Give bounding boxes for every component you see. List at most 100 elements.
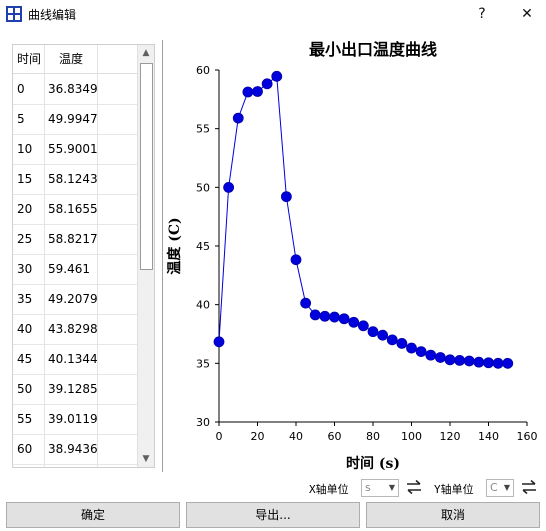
cell-temperature[interactable]: 39.0119 (48, 412, 98, 426)
table-row[interactable]: 30 59.461 (13, 254, 137, 285)
y-tick-label: 50 (196, 181, 210, 194)
y-tick-label: 35 (196, 357, 210, 370)
data-point (232, 112, 244, 124)
close-button[interactable]: ✕ (521, 6, 533, 22)
data-point (223, 181, 235, 193)
table-row[interactable]: 60 38.9436 (13, 434, 137, 465)
cell-time[interactable]: 35 (17, 292, 33, 306)
data-point (261, 78, 273, 90)
cell-temperature[interactable]: 36.8349 (48, 82, 98, 96)
x-tick-label: 20 (251, 430, 265, 443)
cell-time[interactable]: 30 (17, 262, 33, 276)
cell-temperature[interactable]: 49.9947 (48, 112, 98, 126)
table-row[interactable]: 25 58.8217 (13, 224, 137, 255)
table-row[interactable]: 35 49.2079 (13, 284, 137, 315)
x-tick-label: 0 (216, 430, 223, 443)
cell-time[interactable]: 25 (17, 232, 33, 246)
export-button[interactable]: 导出... (186, 502, 360, 528)
splitter-handle[interactable] (162, 40, 163, 472)
table-row[interactable]: 15 58.1243 (13, 164, 137, 195)
data-table[interactable]: 时间 温度 0 36.8349 5 49.9947 10 55.9001 15 58.1243… (12, 44, 155, 468)
chevron-down-icon: ▼ (503, 483, 510, 492)
data-point (473, 356, 485, 368)
table-scrollbar[interactable]: ▲ ▼ (137, 45, 154, 467)
data-point (483, 357, 494, 369)
cell-time[interactable]: 45 (17, 352, 33, 366)
cell-temperature[interactable]: 40.1344 (48, 352, 98, 366)
swap-arrows-icon[interactable] (520, 479, 538, 495)
cell-temperature[interactable]: 38.9436 (48, 442, 98, 456)
header-temperature[interactable]: 温度 (59, 52, 84, 66)
y-unit-value: C (490, 481, 498, 494)
y-tick-label: 60 (196, 64, 210, 77)
cell-temperature[interactable]: 55.9001 (48, 142, 98, 156)
cell-time[interactable]: 20 (17, 202, 33, 216)
table-row[interactable]: 0 36.8349 (13, 74, 137, 105)
data-point (242, 86, 254, 98)
data-point (367, 326, 379, 338)
swap-arrows-icon[interactable] (405, 479, 423, 495)
cell-time[interactable]: 5 (17, 112, 25, 126)
cell-temperature[interactable]: 43.8298 (48, 322, 98, 336)
x-tick-label: 40 (289, 430, 303, 443)
y-unit-label: Y轴单位 (434, 483, 474, 496)
data-point (377, 329, 389, 341)
cell-time[interactable]: 50 (17, 382, 33, 396)
x-tick-label: 60 (328, 430, 342, 443)
cell-time[interactable]: 40 (17, 322, 33, 336)
x-unit-value: s (365, 481, 371, 494)
data-point (444, 354, 456, 366)
y-tick-label: 30 (196, 416, 210, 429)
x-axis-label: 时间 (s) (346, 455, 400, 470)
y-unit-select[interactable]: C ▼ (486, 479, 514, 497)
window-title: 曲线编辑 (28, 8, 77, 22)
cell-temperature[interactable]: 58.1655 (48, 202, 98, 216)
cell-temperature[interactable]: 39.1285 (48, 382, 98, 396)
cell-temperature[interactable]: 59.461 (48, 262, 90, 276)
chart-title: 最小出口温度曲线 (309, 40, 437, 59)
scroll-up-icon[interactable]: ▲ (142, 48, 150, 58)
cell-temperature[interactable]: 58.1243 (48, 172, 98, 186)
data-point (425, 349, 437, 361)
data-point (309, 309, 321, 321)
x-tick-label: 160 (517, 430, 538, 443)
data-point (386, 334, 398, 346)
data-point (492, 357, 504, 369)
data-point (357, 320, 369, 332)
x-tick-label: 140 (478, 430, 499, 443)
y-axis-label: 温度 (C) (166, 217, 183, 274)
table-row[interactable]: 55 39.0119 (13, 404, 137, 435)
cell-time[interactable]: 15 (17, 172, 33, 186)
cell-time[interactable]: 0 (17, 82, 25, 96)
scroll-down-icon[interactable]: ▼ (142, 454, 150, 464)
data-point (290, 254, 302, 266)
ok-button[interactable]: 确定 (6, 502, 180, 528)
data-point (280, 191, 292, 203)
table-row[interactable]: 45 40.1344 (13, 344, 137, 375)
cell-time[interactable]: 55 (17, 412, 33, 426)
data-point (338, 313, 350, 325)
y-tick-label: 40 (196, 299, 210, 312)
cell-temperature[interactable]: 49.2079 (48, 292, 98, 306)
x-tick-label: 100 (401, 430, 422, 443)
cell-temperature[interactable]: 58.8217 (48, 232, 98, 246)
header-time[interactable]: 时间 (17, 52, 42, 66)
table-row[interactable]: 20 58.1655 (13, 194, 137, 225)
data-point (252, 86, 263, 97)
x-tick-label: 80 (366, 430, 380, 443)
cell-time[interactable]: 60 (17, 442, 33, 456)
data-point (300, 297, 312, 309)
table-row[interactable]: 40 43.8298 (13, 314, 137, 345)
table-row[interactable]: 5 49.9947 (13, 104, 137, 135)
column-divider (97, 45, 98, 467)
cancel-button[interactable]: 取消 (366, 502, 540, 528)
x-unit-select[interactable]: s ▼ (361, 479, 399, 497)
y-tick-label: 55 (196, 123, 210, 136)
y-tick-label: 45 (196, 240, 210, 253)
data-point (406, 342, 417, 354)
scrollbar-thumb[interactable] (140, 63, 153, 270)
cell-time[interactable]: 10 (17, 142, 33, 156)
table-row[interactable]: 50 39.1285 (13, 374, 137, 405)
help-button[interactable]: ? (478, 6, 486, 22)
table-row[interactable]: 10 55.9001 (13, 134, 137, 165)
